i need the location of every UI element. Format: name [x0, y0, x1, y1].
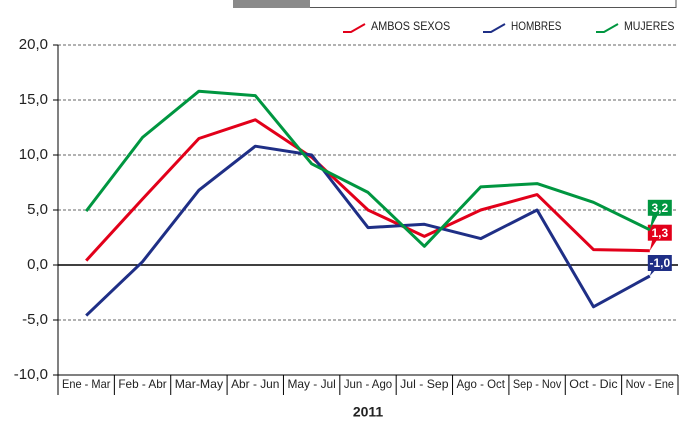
legend-swatch — [483, 23, 506, 33]
y-tick-label: 10,0 — [19, 146, 48, 163]
x-tick-label: Oct - Dic — [569, 377, 617, 391]
y-tick-label: 0,0 — [27, 256, 48, 273]
x-tick-label: Ago - Oct — [457, 377, 506, 391]
legend-swatch — [596, 23, 619, 33]
x-tick-label: Feb - Abr — [118, 377, 166, 391]
series-line — [85, 118, 650, 262]
legend-label: AMBOS SEXOS — [371, 19, 450, 33]
decor-bar — [233, 0, 310, 8]
series-line — [84, 89, 651, 248]
value-label-box — [647, 224, 672, 241]
legend-label: MUJERES — [624, 19, 674, 33]
value-label-box — [647, 255, 672, 271]
y-tick-label: 15,0 — [19, 91, 48, 108]
x-tick-label: Jul - Sep — [400, 377, 449, 391]
x-tick-label: Sep - Nov — [513, 377, 561, 391]
value-label: -1,0 — [649, 256, 670, 270]
y-tick-label: 5,0 — [27, 201, 48, 218]
value-label: 3,2 — [651, 201, 668, 215]
x-tick-label: Nov - Ene — [626, 377, 675, 391]
x-tick-label: Abr - Jun — [231, 377, 279, 391]
value-label-box — [647, 199, 672, 216]
x-axis-label: 2011 — [353, 404, 384, 420]
x-tick-label: Mar-May — [175, 377, 223, 391]
series-line — [85, 144, 651, 317]
x-tick-label: Jun - Ago — [344, 377, 393, 391]
y-tick-label: -5,0 — [22, 311, 48, 328]
x-tick-label: May - Jul — [287, 377, 335, 391]
legend-swatch — [343, 23, 366, 33]
y-tick-label: 20,0 — [19, 36, 48, 53]
y-tick-label: -10,0 — [14, 366, 48, 383]
legend-label: HOMBRES — [511, 19, 561, 33]
value-label: 1,3 — [651, 226, 668, 240]
x-tick-label: Ene - Mar — [62, 377, 110, 391]
